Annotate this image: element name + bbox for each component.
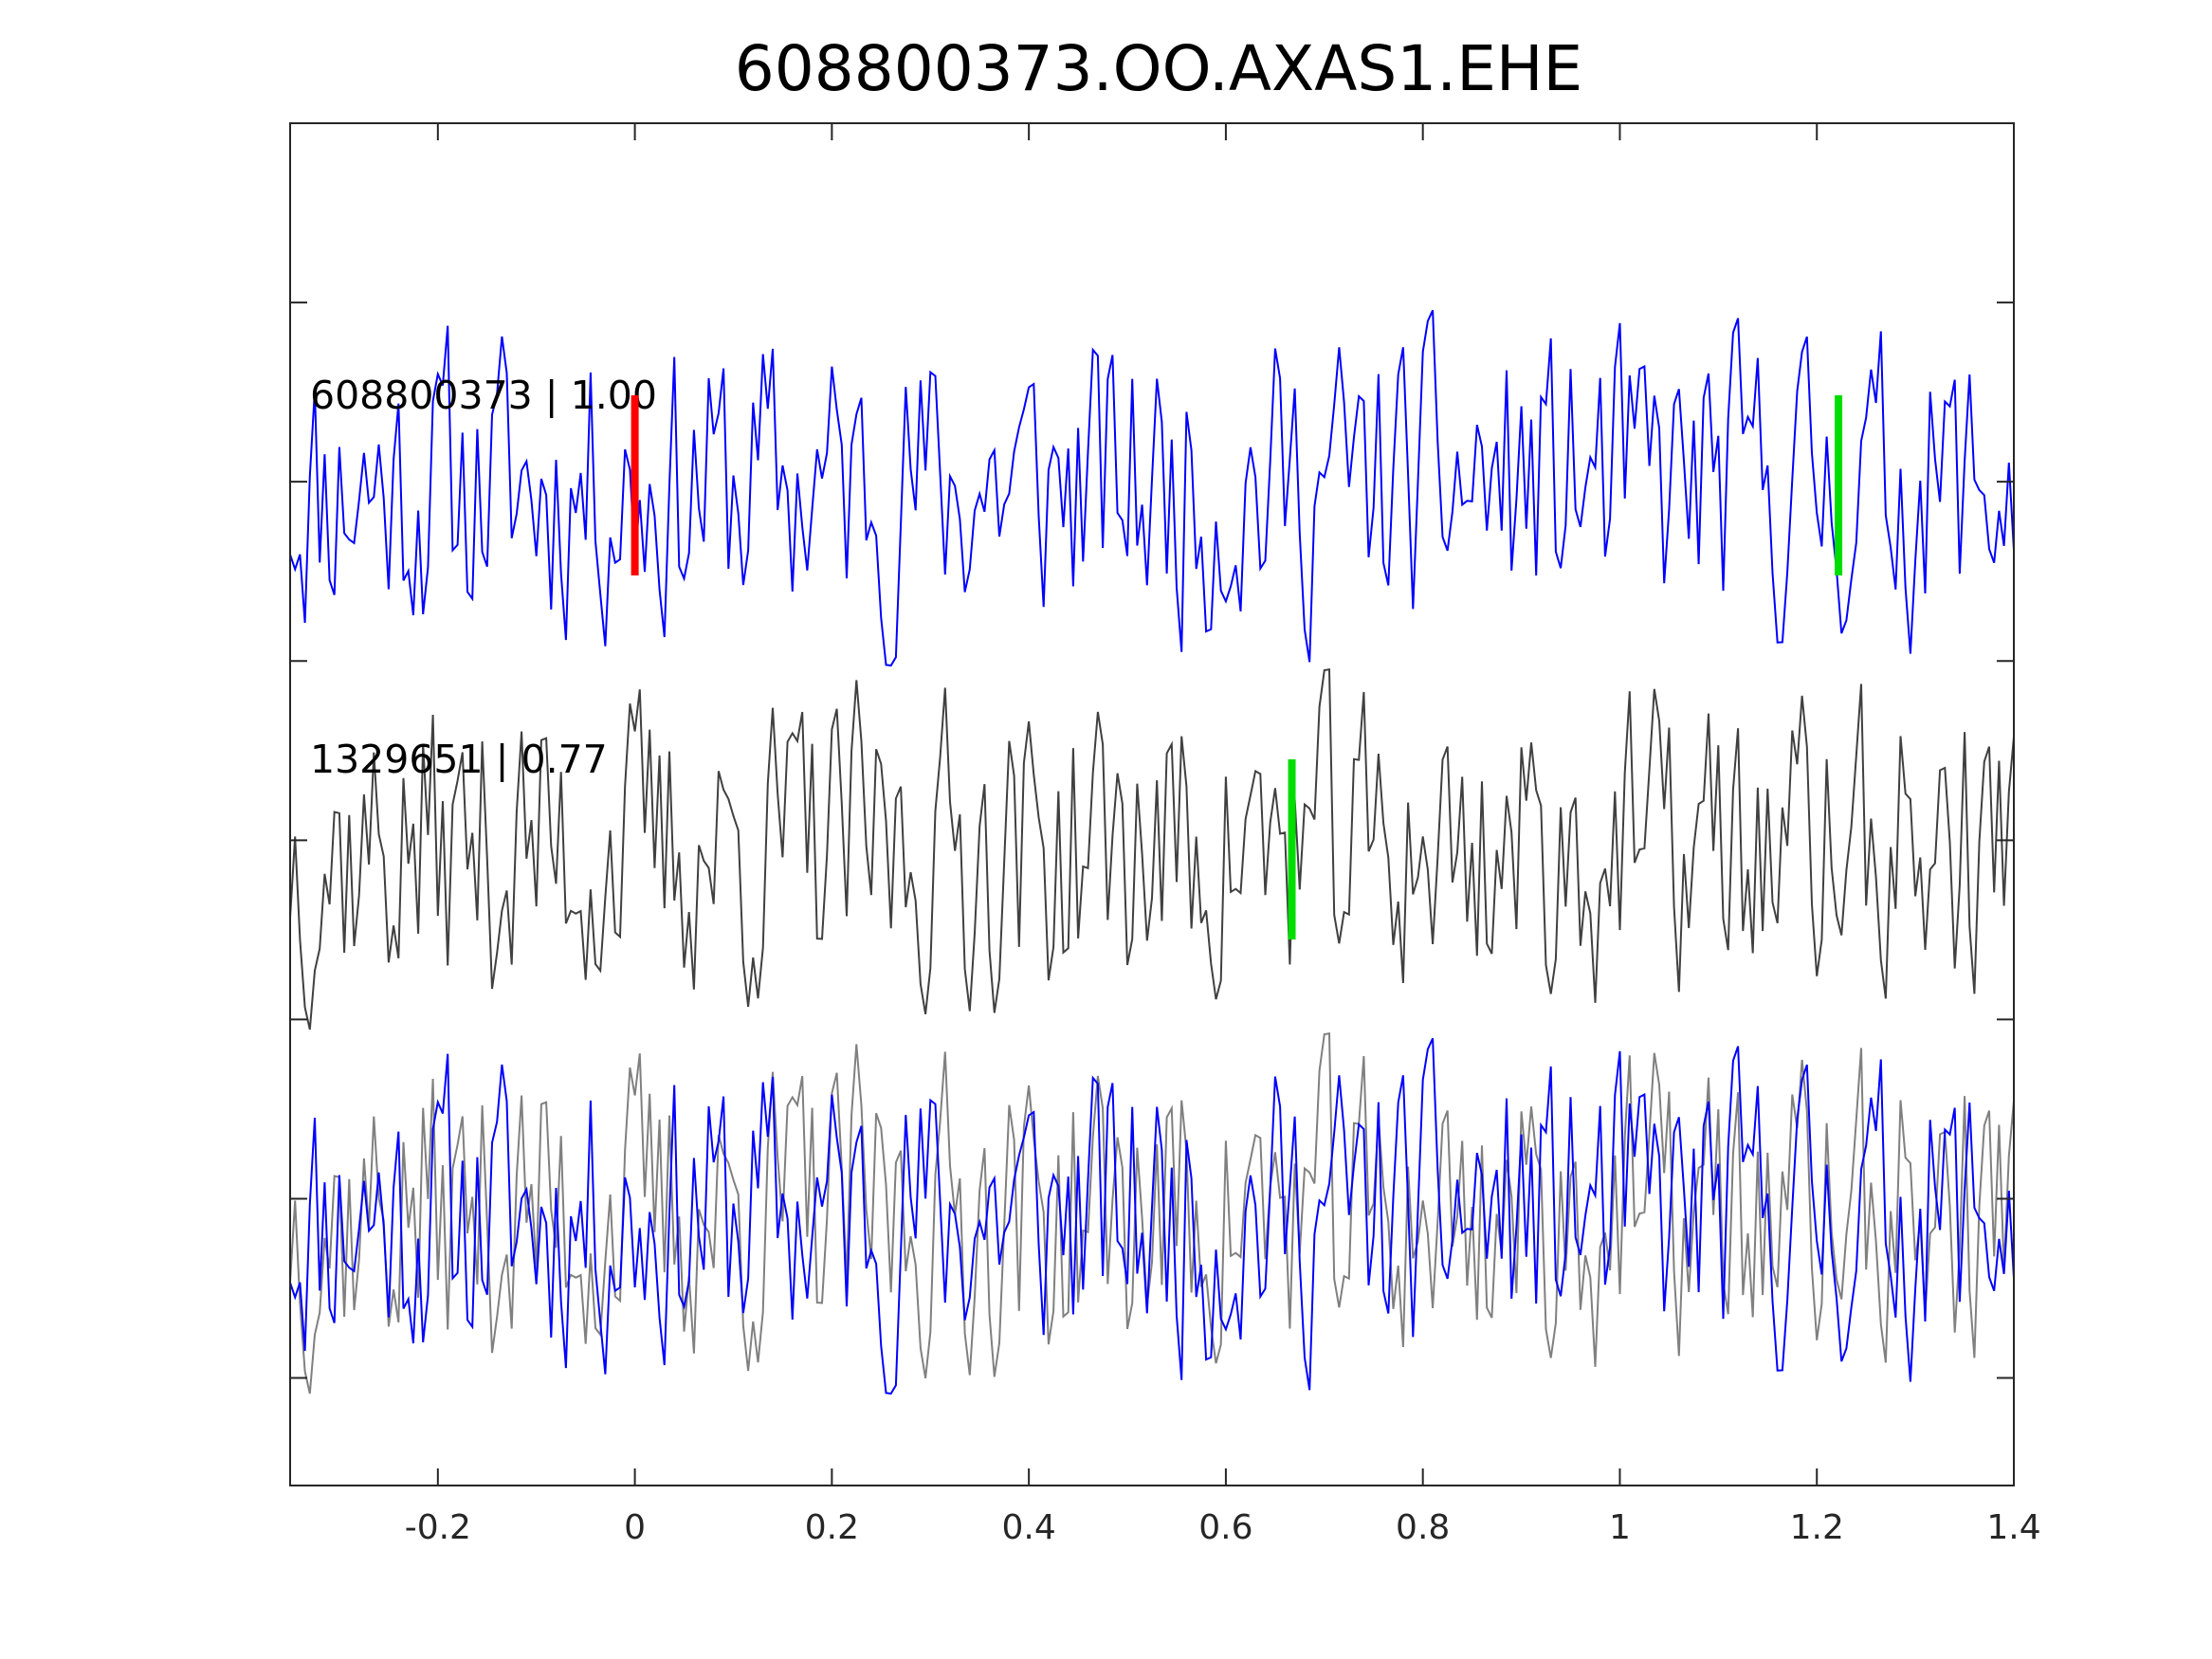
x-tick-label: 0	[624, 1508, 646, 1547]
overlay-series-1	[289, 1032, 2015, 1395]
x-tick-label: 1.2	[1790, 1508, 1844, 1547]
x-tick-label: 1	[1609, 1508, 1631, 1547]
chart-title: 608800373.OO.AXAS1.EHE	[735, 32, 1583, 105]
trace-label-1: 608800373 | 1.00	[310, 373, 657, 418]
axis-frame	[289, 122, 2015, 1486]
x-tick-label: 0.4	[1002, 1508, 1056, 1547]
axis-ticks: -0.2 0 0.2 0.4 0.6 0.8 1 1.2 1.4	[290, 123, 2041, 1547]
trace-label-2: 1329651 | 0.77	[310, 737, 608, 782]
x-tick-label: 0.2	[805, 1508, 859, 1547]
overlay-series-0	[289, 1037, 2015, 1395]
x-tick-label: 0.8	[1396, 1508, 1450, 1547]
plot-area: 608800373 | 1.00 1329651 | 0.77	[289, 309, 2015, 1395]
trace-line-1	[289, 309, 2015, 667]
x-tick-label: -0.2	[405, 1508, 471, 1547]
trace-line-2	[289, 668, 2015, 1030]
x-tick-label: 1.4	[1986, 1508, 2040, 1547]
x-tick-label: 0.6	[1198, 1508, 1252, 1547]
